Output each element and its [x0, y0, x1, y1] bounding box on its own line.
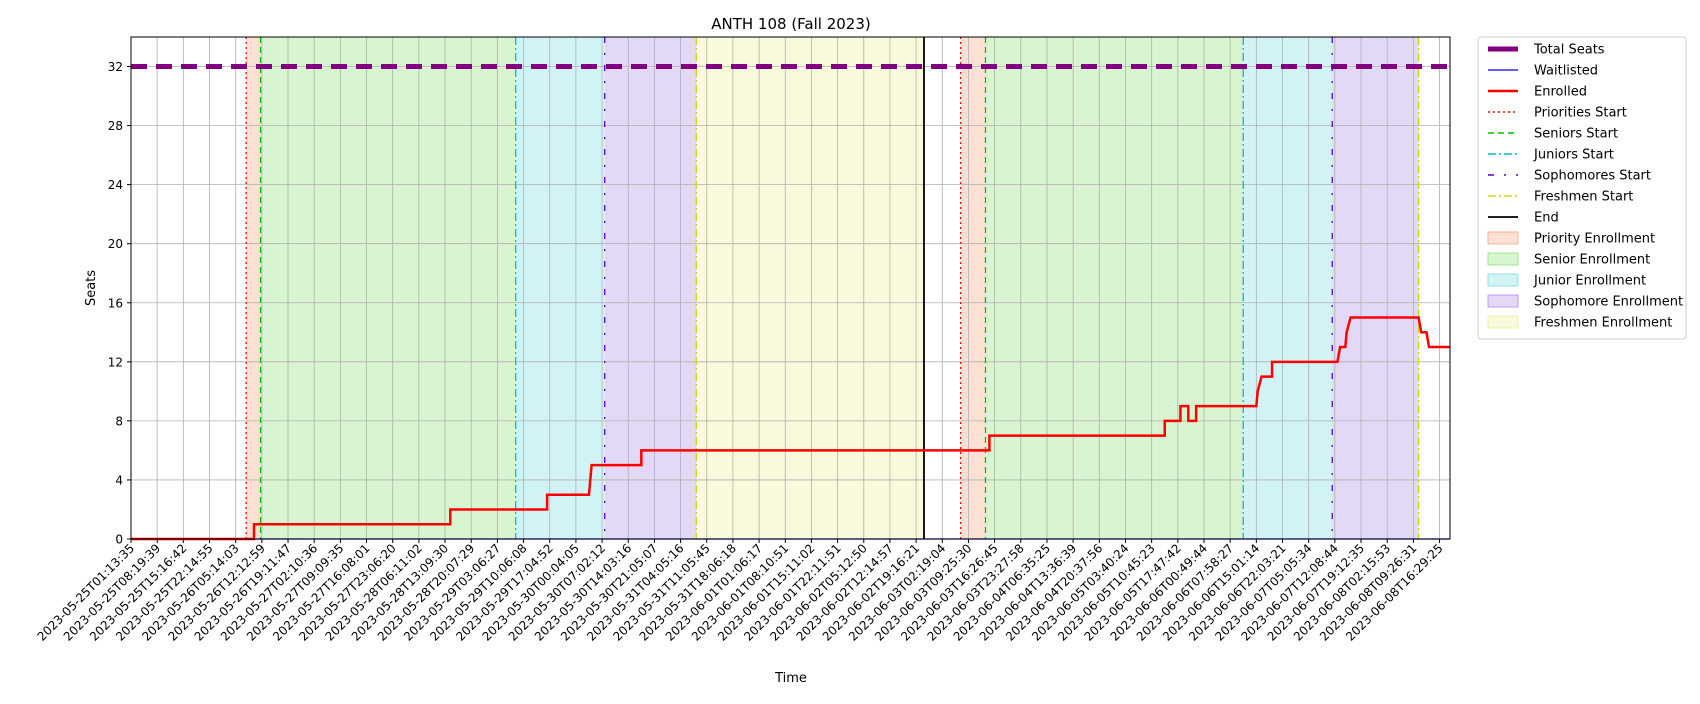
legend-swatch	[1487, 231, 1519, 245]
y-tick-label: 12	[108, 355, 123, 369]
legend-label: Sophomores Start	[1534, 169, 1651, 184]
legend-label: Priority Enrollment	[1534, 232, 1655, 247]
phase-band-3-1	[1332, 37, 1419, 539]
y-tick-label: 20	[108, 237, 123, 251]
phase-band-1-0	[260, 37, 516, 539]
phase-band-2-0	[515, 37, 605, 539]
legend-label: Priorities Start	[1534, 106, 1627, 121]
phase-band-2-1	[1243, 37, 1333, 539]
y-tick-label: 4	[115, 473, 123, 487]
legend: Total Seats Waitlisted Enrolled Priorities …	[1477, 36, 1687, 340]
legend-label: End	[1534, 211, 1559, 226]
legend-label: Freshmen Start	[1534, 190, 1633, 205]
phase-band-4-0	[696, 37, 924, 539]
legend-label: Enrolled	[1534, 85, 1587, 100]
legend-swatch	[1487, 315, 1519, 329]
legend-swatch	[1487, 273, 1519, 287]
legend-label: Total Seats	[1533, 43, 1605, 58]
y-axis-ticks: 0 4 8 12 16 20 24 28 32	[108, 60, 131, 547]
legend-swatch	[1487, 252, 1519, 266]
phase-band-3-0	[604, 37, 697, 539]
legend-label: Waitlisted	[1534, 64, 1598, 79]
series-line-2	[131, 316, 1450, 541]
legend-label: Freshmen Enrollment	[1534, 316, 1672, 331]
legend-label: Junior Enrollment	[1533, 274, 1646, 289]
y-tick-label: 28	[108, 119, 123, 133]
legend-label: Seniors Start	[1534, 127, 1618, 142]
y-tick-label: 32	[108, 60, 123, 74]
event-lines	[245, 37, 1420, 539]
chart-title: ANTH 108 (Fall 2023)	[711, 15, 871, 33]
y-tick-label: 0	[115, 533, 123, 547]
phase-band-0-0	[246, 37, 261, 539]
y-axis-label: Seats	[84, 270, 99, 306]
legend-swatch	[1487, 294, 1519, 308]
phase-shading	[246, 37, 1419, 539]
legend-frame	[1477, 36, 1687, 340]
y-tick-label: 8	[115, 414, 123, 428]
legend-label: Senior Enrollment	[1534, 253, 1650, 268]
y-tick-label: 16	[108, 296, 123, 310]
x-axis-label: Time	[774, 671, 807, 686]
legend-label: Juniors Start	[1533, 148, 1614, 163]
phase-band-0-1	[960, 37, 986, 539]
y-tick-label: 24	[108, 178, 123, 192]
x-axis-ticks: 2023-05-25T01:13:352023-05-25T08:19:3920…	[35, 539, 1446, 644]
phase-band-1-1	[985, 37, 1244, 539]
legend-label: Sophomore Enrollment	[1534, 295, 1683, 310]
plot-frame	[130, 36, 1451, 540]
